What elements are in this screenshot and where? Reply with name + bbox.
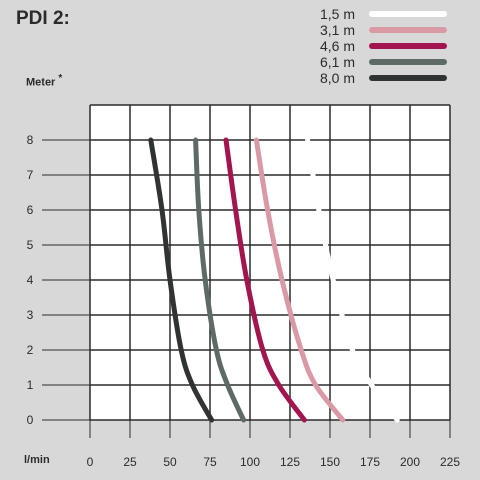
y-tick-label: 3	[27, 308, 34, 322]
y-tick-label: 7	[27, 168, 34, 182]
chart-title: PDI 2:	[16, 8, 70, 29]
x-tick-label: 0	[87, 455, 94, 469]
y-tick-label: 1	[27, 378, 34, 392]
x-tick-label: 25	[123, 455, 137, 469]
x-tick-label: 175	[360, 455, 380, 469]
legend-label-3: 4,6 m	[320, 38, 355, 54]
y-tick-label: 6	[27, 203, 34, 217]
series-line-4	[193, 137, 247, 423]
x-tick-label: 100	[240, 455, 260, 469]
series-line-3	[223, 137, 307, 423]
x-tick-label: 75	[203, 455, 217, 469]
x-tick-label: 125	[280, 455, 300, 469]
x-tick-label: 225	[440, 455, 460, 469]
legend-label-5: 8,0 m	[320, 70, 355, 86]
x-axis-label: l/min	[24, 454, 50, 466]
y-tick-label: 0	[27, 413, 34, 427]
y-tick-label: 8	[27, 133, 34, 147]
series-line-1	[305, 137, 400, 423]
series-line-2	[253, 137, 346, 423]
x-tick-label: 150	[320, 455, 340, 469]
legend-label-4: 6,1 m	[320, 54, 355, 70]
legend-label-1: 1,5 m	[320, 6, 355, 22]
x-tick-label: 200	[400, 455, 420, 469]
series-line-5	[148, 137, 215, 423]
y-axis-label-text: Meter	[26, 76, 56, 89]
y-tick-label: 4	[27, 273, 34, 287]
y-axis-label-mark: *	[58, 73, 63, 84]
y-tick-label: 5	[27, 238, 34, 252]
y-tick-label: 2	[27, 343, 34, 357]
x-tick-label: 50	[163, 455, 177, 469]
legend-label-2: 3,1 m	[320, 22, 355, 38]
y-axis-label: Meter *	[26, 73, 62, 89]
